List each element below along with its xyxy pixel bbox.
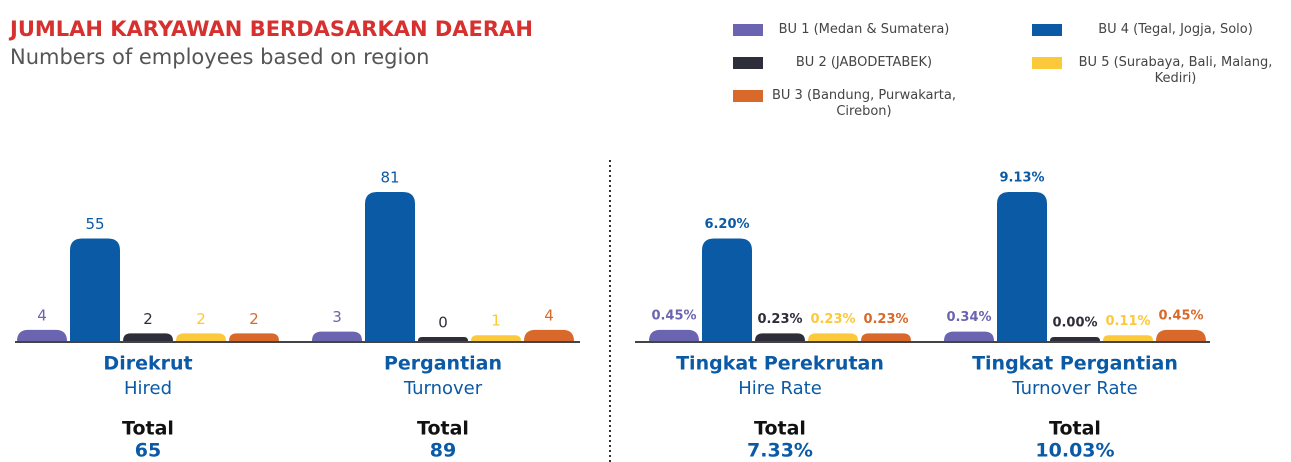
value-label: 2 bbox=[249, 310, 259, 328]
bar bbox=[365, 192, 415, 341]
legend-label: BU 2 (JABODETABEK) bbox=[795, 55, 933, 70]
total-value: 89 bbox=[430, 440, 456, 462]
value-label: 0.34% bbox=[946, 310, 991, 325]
bar bbox=[808, 333, 858, 341]
bar bbox=[524, 329, 574, 341]
category-subtitle: Turnover bbox=[403, 378, 483, 399]
category-subtitle: Hired bbox=[124, 378, 172, 399]
value-label: 55 bbox=[85, 215, 104, 233]
bar bbox=[1050, 337, 1100, 341]
total-label: Total bbox=[754, 418, 806, 440]
bar bbox=[755, 333, 805, 341]
bar bbox=[229, 333, 279, 341]
value-label: 81 bbox=[380, 169, 399, 187]
bar bbox=[1156, 329, 1206, 341]
value-label: 0.45% bbox=[651, 308, 696, 323]
bar bbox=[312, 331, 362, 341]
value-label: 3 bbox=[332, 308, 342, 326]
category-label: Tingkat Pergantian bbox=[972, 353, 1178, 375]
bar bbox=[702, 238, 752, 341]
legend-item: BU 2 (JABODETABEK) bbox=[733, 55, 959, 71]
value-label: 6.20% bbox=[704, 217, 749, 232]
legend-label: BU 5 (Surabaya, Bali, Malang, Kediri) bbox=[1078, 55, 1273, 86]
value-label: 0.23% bbox=[810, 312, 855, 327]
bar bbox=[17, 329, 67, 341]
bar bbox=[861, 333, 911, 341]
value-label: 4 bbox=[37, 306, 47, 324]
total-value: 7.33% bbox=[747, 440, 813, 462]
bar bbox=[123, 333, 173, 341]
legend-item: BU 3 (Bandung, Purwakarta, Cirebon) bbox=[733, 88, 959, 120]
value-label: 0.45% bbox=[1158, 308, 1203, 323]
legend-item: BU 1 (Medan & Sumatera) bbox=[733, 22, 959, 38]
subtitle: Numbers of employees based on region bbox=[10, 45, 429, 69]
bar bbox=[70, 238, 120, 341]
value-label: 2 bbox=[143, 310, 153, 328]
value-label: 1 bbox=[491, 312, 501, 330]
total-value: 65 bbox=[135, 440, 161, 462]
value-label: 0.00% bbox=[1052, 316, 1097, 331]
bar bbox=[649, 329, 699, 341]
value-label: 9.13% bbox=[999, 171, 1044, 186]
legend-item: BU 5 (Surabaya, Bali, Malang, Kediri) bbox=[1032, 55, 1283, 87]
bar bbox=[997, 192, 1047, 341]
category-label: Pergantian bbox=[384, 353, 502, 375]
bar bbox=[418, 337, 468, 341]
bar bbox=[1103, 335, 1153, 341]
category-label: Direkrut bbox=[103, 353, 192, 375]
value-label: 2 bbox=[196, 310, 206, 328]
value-label: 4 bbox=[544, 306, 554, 324]
total-label: Total bbox=[122, 418, 174, 440]
category-subtitle: Hire Rate bbox=[738, 378, 822, 399]
value-label: 0.23% bbox=[863, 312, 908, 327]
title: JUMLAH KARYAWAN BERDASARKAN DAERAH bbox=[8, 17, 533, 41]
bar bbox=[471, 335, 521, 341]
total-value: 10.03% bbox=[1035, 440, 1114, 462]
legend-swatch bbox=[1032, 24, 1062, 36]
value-label: 0.11% bbox=[1105, 314, 1150, 329]
legend-swatch bbox=[733, 24, 763, 36]
legend-item: BU 4 (Tegal, Jogja, Solo) bbox=[1032, 22, 1283, 38]
value-label: 0 bbox=[438, 314, 448, 332]
legend-label: BU 1 (Medan & Sumatera) bbox=[778, 22, 950, 37]
total-label: Total bbox=[417, 418, 469, 440]
legend-swatch bbox=[1032, 57, 1062, 69]
legend-swatch bbox=[733, 57, 763, 69]
bar bbox=[176, 333, 226, 341]
bar bbox=[944, 331, 994, 341]
category-subtitle: Turnover Rate bbox=[1011, 378, 1137, 399]
legend-swatch bbox=[733, 90, 763, 102]
total-label: Total bbox=[1049, 418, 1101, 440]
value-label: 0.23% bbox=[757, 312, 802, 327]
legend-label: BU 4 (Tegal, Jogja, Solo) bbox=[1098, 22, 1253, 37]
legend-label: BU 3 (Bandung, Purwakarta, Cirebon) bbox=[771, 88, 956, 119]
category-label: Tingkat Perekrutan bbox=[676, 353, 884, 375]
